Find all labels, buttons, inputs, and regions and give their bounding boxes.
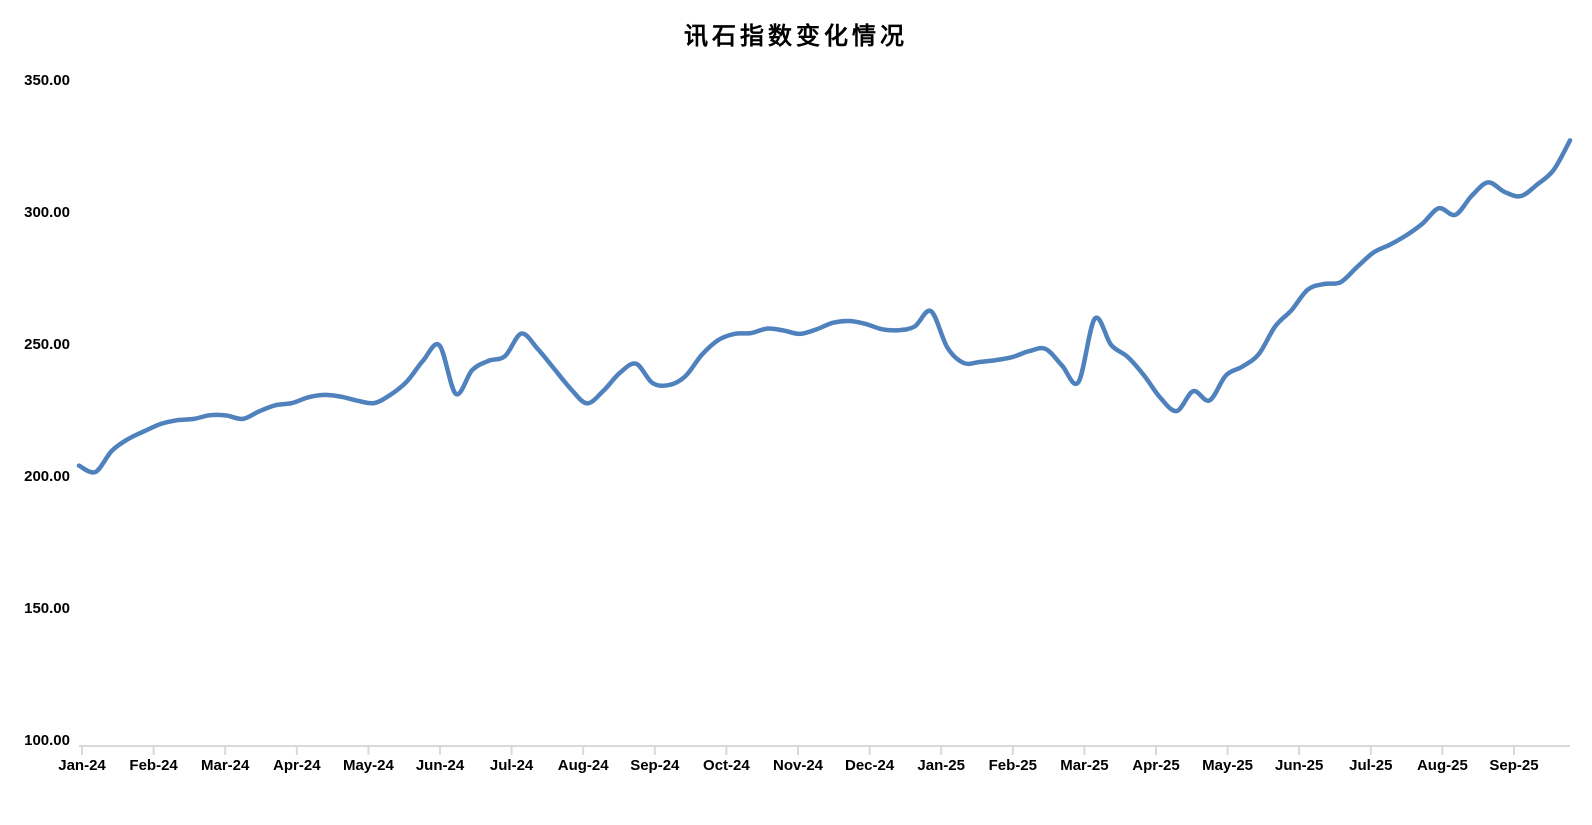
y-axis-tick-label: 100.00	[24, 732, 70, 749]
x-axis-tick-label: May-25	[1202, 757, 1254, 774]
x-axis-tick-label: Jun-24	[415, 757, 465, 774]
y-axis-tick-label: 350.00	[24, 72, 70, 89]
x-axis-tick-label: Apr-24	[273, 757, 321, 774]
x-axis-tick-label: Nov-24	[772, 757, 824, 774]
index-series-line	[76, 138, 1573, 475]
x-axis-tick-label: Apr-25	[1132, 757, 1180, 774]
x-axis-tick-label: Jan-25	[917, 757, 965, 774]
x-axis-tick-label: Jul-25	[1349, 757, 1393, 774]
y-axis-tick-label: 150.00	[24, 600, 70, 617]
x-axis-tick-marks	[81, 745, 1515, 755]
x-axis-tick-label: Sep-24	[630, 757, 680, 774]
x-axis-tick-label: Oct-24	[703, 757, 750, 774]
x-axis-tick-label: May-24	[342, 757, 394, 774]
x-axis-tick-label: Jul-24	[489, 757, 534, 774]
x-axis-tick-label: Dec-24	[844, 757, 895, 774]
y-axis-tick-label: 250.00	[24, 336, 70, 353]
x-axis-tick-label: Jun-25	[1275, 757, 1324, 774]
x-axis-tick-label: Feb-24	[129, 757, 178, 774]
x-axis-tick-label: Mar-25	[1060, 757, 1109, 774]
x-axis-tick-label: Jan-24	[58, 757, 106, 774]
x-axis-tick-label: Feb-25	[988, 757, 1037, 774]
x-axis-tick-label: Aug-25	[1416, 757, 1468, 774]
x-axis-tick-label: Aug-24	[557, 757, 609, 774]
x-axis-tick-label: Mar-24	[201, 757, 250, 774]
x-axis-tick-label: Sep-25	[1489, 757, 1539, 774]
chart-title: 讯石指数变化情况	[684, 21, 908, 50]
y-axis-tick-label: 200.00	[24, 468, 70, 485]
y-axis-tick-label: 300.00	[24, 204, 70, 221]
